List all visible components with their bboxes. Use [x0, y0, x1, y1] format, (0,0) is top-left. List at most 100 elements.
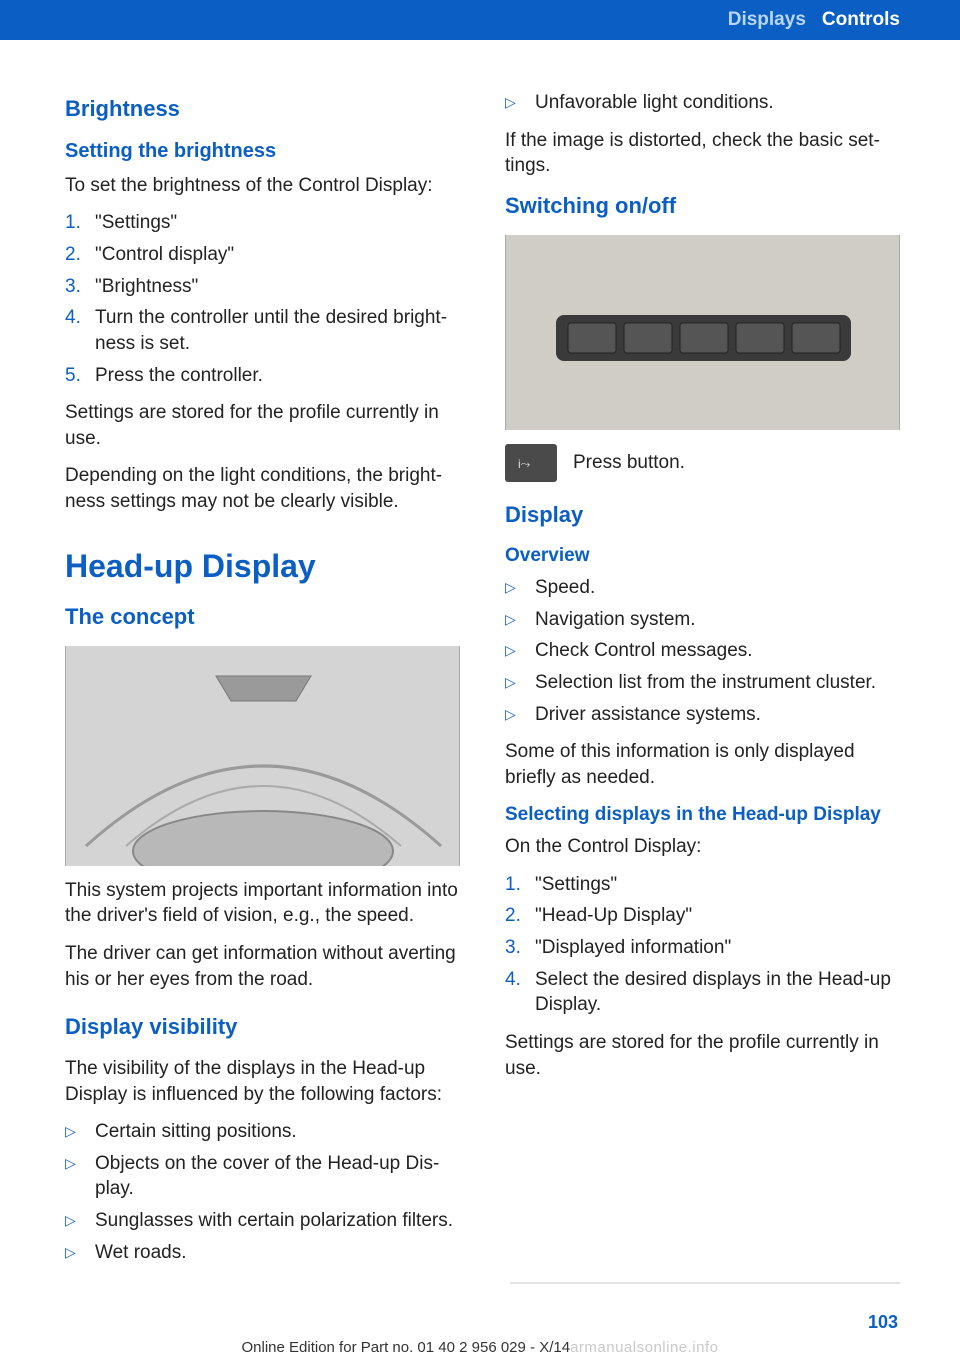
bullet-text: Selection list from the instrument clust…	[535, 670, 876, 696]
visibility-list-continued: ▷Unfavorable light conditions.	[505, 90, 905, 116]
concept-heading: The concept	[65, 602, 465, 632]
list-item: 4.Select the desired displays in the Hea…	[505, 967, 905, 1018]
selecting-note: Settings are stored for the profile curr…	[505, 1030, 905, 1081]
brightness-steps: 1."Settings" 2."Control display" 3."Brig…	[65, 210, 465, 388]
distorted-note: If the image is distorted, check the bas…	[505, 128, 905, 179]
selecting-steps: 1."Settings" 2."Head-Up Display" 3."Disp…	[505, 872, 905, 1018]
selecting-intro: On the Control Display:	[505, 834, 905, 860]
bullet-text: Speed.	[535, 575, 595, 601]
list-item: ▷Certain sitting positions.	[65, 1119, 465, 1145]
triangle-bullet-icon: ▷	[505, 607, 535, 633]
step-number: 2.	[65, 242, 95, 268]
triangle-bullet-icon: ▷	[505, 575, 535, 601]
bullet-text: Objects on the cover of the Head-up Dis­…	[95, 1151, 465, 1202]
overhead-buttons-image	[505, 235, 900, 430]
bullet-text: Driver assistance systems.	[535, 702, 761, 728]
header-chapter: Controls	[822, 7, 900, 33]
list-item: ▷Driver assistance systems.	[505, 702, 905, 728]
hud-button-icon: i⤳	[505, 444, 557, 482]
brightness-heading: Brightness	[65, 94, 465, 124]
press-button-text: Press button.	[573, 450, 685, 476]
page-number: 103	[868, 1310, 898, 1334]
bullet-text: Certain sitting positions.	[95, 1119, 297, 1145]
visibility-heading: Display visibility	[65, 1012, 465, 1042]
bullet-text: Wet roads.	[95, 1240, 187, 1266]
step-text: Turn the controller until the desired br…	[95, 305, 465, 356]
list-item: ▷Objects on the cover of the Head-up Dis…	[65, 1151, 465, 1202]
step-text: "Displayed information"	[535, 935, 731, 961]
overview-note: Some of this information is only display…	[505, 739, 905, 790]
list-item: 4.Turn the controller until the desired …	[65, 305, 465, 356]
step-text: "Settings"	[535, 872, 617, 898]
footer-line: Online Edition for Part no. 01 40 2 956 …	[0, 1338, 960, 1358]
triangle-bullet-icon: ▷	[505, 638, 535, 664]
step-text: "Settings"	[95, 210, 177, 236]
triangle-bullet-icon: ▷	[65, 1119, 95, 1145]
bullet-text: Navigation system.	[535, 607, 696, 633]
setting-intro: To set the brightness of the Control Dis…	[65, 173, 465, 199]
display-heading: Display	[505, 500, 905, 530]
step-number: 4.	[65, 305, 95, 356]
triangle-bullet-icon: ▷	[505, 702, 535, 728]
brightness-note-1: Settings are stored for the profile curr…	[65, 400, 465, 451]
list-item: ▷Wet roads.	[65, 1240, 465, 1266]
list-item: ▷Selection list from the instrument clus…	[505, 670, 905, 696]
list-item: ▷Check Control messages.	[505, 638, 905, 664]
setting-brightness-heading: Setting the brightness	[65, 138, 465, 165]
bullet-text: Check Control messages.	[535, 638, 753, 664]
list-item: 2."Control display"	[65, 242, 465, 268]
selecting-heading: Selecting displays in the Head-up Displa…	[505, 802, 905, 828]
footer-watermark: armanualsonline.info	[570, 1339, 718, 1356]
list-item: 5.Press the controller.	[65, 363, 465, 389]
triangle-bullet-icon: ▷	[65, 1208, 95, 1234]
step-text: Press the controller.	[95, 363, 263, 389]
page-header: Displays Controls	[0, 0, 960, 40]
right-column: ▷Unfavorable light conditions. If the im…	[505, 88, 905, 1277]
left-column: Brightness Setting the brightness To set…	[65, 88, 465, 1277]
triangle-bullet-icon: ▷	[65, 1151, 95, 1202]
overview-list: ▷Speed. ▷Navigation system. ▷Check Contr…	[505, 575, 905, 727]
step-number: 1.	[65, 210, 95, 236]
list-item: 3."Displayed information"	[505, 935, 905, 961]
step-text: "Brightness"	[95, 274, 198, 300]
step-text: "Head-Up Display"	[535, 903, 692, 929]
triangle-bullet-icon: ▷	[65, 1240, 95, 1266]
list-item: ▷Navigation system.	[505, 607, 905, 633]
brightness-note-2: Depending on the light conditions, the b…	[65, 463, 465, 514]
switching-heading: Switching on/off	[505, 191, 905, 221]
list-item: 3."Brightness"	[65, 274, 465, 300]
header-section: Displays	[728, 7, 806, 33]
step-text: "Control display"	[95, 242, 234, 268]
overview-heading: Overview	[505, 543, 905, 569]
footer-rule	[510, 1282, 900, 1284]
hud-heading: Head-up Display	[65, 545, 465, 588]
concept-text-2: The driver can get information without a…	[65, 941, 465, 992]
step-number: 3.	[505, 935, 535, 961]
press-button-row: i⤳ Press button.	[505, 444, 905, 482]
list-item: 1."Settings"	[65, 210, 465, 236]
concept-text-1: This system projects important informati…	[65, 878, 465, 929]
list-item: 1."Settings"	[505, 872, 905, 898]
list-item: ▷Sunglasses with certain polarization fi…	[65, 1208, 465, 1234]
overhead-console-icon	[506, 235, 899, 430]
step-number: 5.	[65, 363, 95, 389]
hud-concept-image	[65, 646, 460, 866]
svg-text:i⤳: i⤳	[518, 457, 531, 471]
triangle-bullet-icon: ▷	[505, 90, 535, 116]
step-number: 2.	[505, 903, 535, 929]
list-item: 2."Head-Up Display"	[505, 903, 905, 929]
step-number: 1.	[505, 872, 535, 898]
triangle-bullet-icon: ▷	[505, 670, 535, 696]
page-body: Brightness Setting the brightness To set…	[0, 40, 960, 1277]
footer-edition: Online Edition for Part no. 01 40 2 956 …	[242, 1339, 571, 1356]
list-item: ▷Unfavorable light conditions.	[505, 90, 905, 116]
list-item: ▷Speed.	[505, 575, 905, 601]
step-number: 3.	[65, 274, 95, 300]
bullet-text: Unfavorable light conditions.	[535, 90, 774, 116]
visibility-intro: The visibility of the displays in the He…	[65, 1056, 465, 1107]
visibility-list: ▷Certain sitting positions. ▷Objects on …	[65, 1119, 465, 1265]
step-number: 4.	[505, 967, 535, 1018]
step-text: Select the desired displays in the Head-…	[535, 967, 905, 1018]
dashboard-illustration-icon	[66, 646, 459, 866]
bullet-text: Sunglasses with certain polarization fil…	[95, 1208, 453, 1234]
